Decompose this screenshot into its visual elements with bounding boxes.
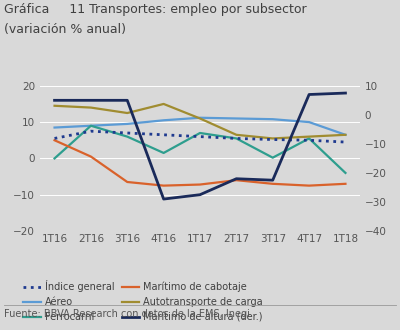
Legend: Índice general, Aéreo, Ferrocarril, Marítimo de cabotaje, Autotransporte de carg: Índice general, Aéreo, Ferrocarril, Marí… xyxy=(19,277,267,326)
Text: Fuente: BBVA Research con datos de la EMS, Inegi: Fuente: BBVA Research con datos de la EM… xyxy=(4,309,250,318)
Text: Gráfica     11 Transportes: empleo por subsector: Gráfica 11 Transportes: empleo por subse… xyxy=(4,3,307,16)
Text: (variación % anual): (variación % anual) xyxy=(4,23,126,36)
